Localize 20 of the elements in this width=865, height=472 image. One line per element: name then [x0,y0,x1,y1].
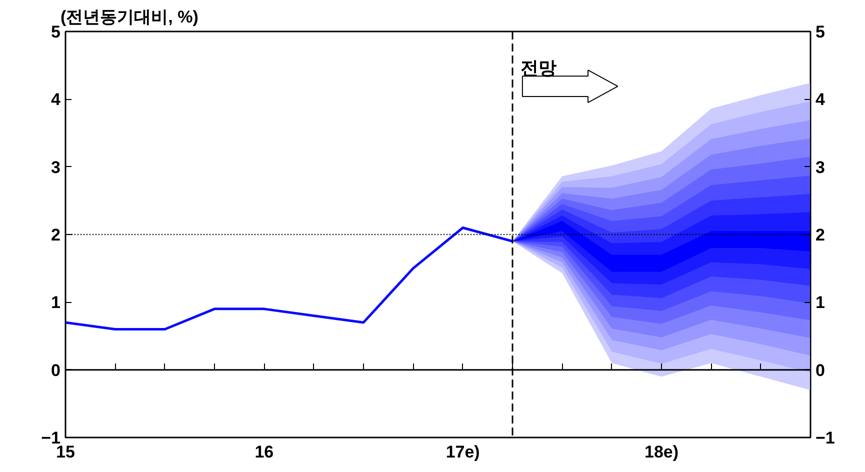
y-tick-label: 0 [51,360,61,380]
y-tick-label: 1 [51,293,61,312]
y-tick-label: 4 [51,90,62,110]
y2-tick-label: 1 [816,293,825,312]
y2-tick-label: 4 [816,90,826,110]
x-tick-label: 18e) [644,442,679,462]
y2-tick-label: −1 [816,428,835,448]
y-axis-title: (전년동기대비, %) [60,8,198,26]
x-tick-label: 15 [56,442,75,462]
x-tick-label: 16 [254,442,274,462]
line-series [66,226,514,330]
y2-tick-label: 3 [816,158,825,177]
y2-tick-label: 0 [816,360,825,380]
y2-tick-label: 5 [816,22,825,42]
y-tick-label: 2 [51,226,61,244]
y-tick-label: 3 [51,158,61,177]
x-tick-label: 17e) [446,442,480,462]
y-tick-label: 5 [51,22,61,42]
annotation: 전망 [520,58,556,78]
y2-tick-label: 2 [816,226,825,244]
